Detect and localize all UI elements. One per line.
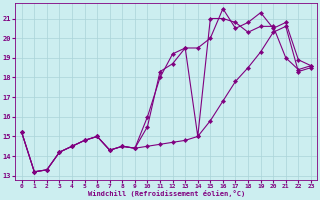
X-axis label: Windchill (Refroidissement éolien,°C): Windchill (Refroidissement éolien,°C) bbox=[88, 190, 245, 197]
